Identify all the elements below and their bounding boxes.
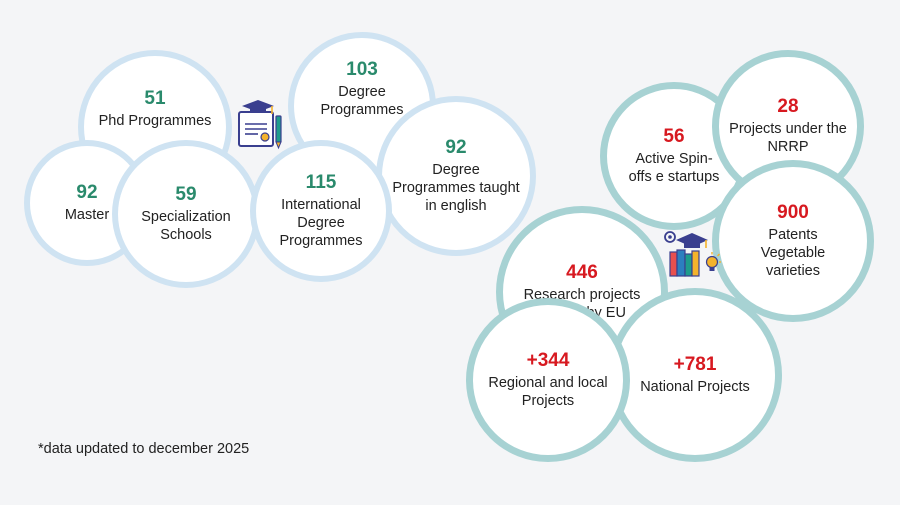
phd-programmes-value: 51 [144,88,166,109]
international-programmes-value: 115 [305,172,337,193]
specialization-schools-value: 59 [175,184,197,205]
international-programmes-label: International Degree Programmes [279,197,363,249]
nrrp-projects-value: 28 [777,96,799,117]
national-projects-bubble: +781 National Projects [608,288,782,462]
master-value: 92 [76,182,98,203]
english-programmes-label: Degree Programmes taught in english [392,162,520,214]
national-projects-label: National Projects [640,379,750,395]
degree-programmes-label: Degree Programmes [320,84,404,118]
english-programmes-bubble: 92 Degree Programmes taught in english [376,96,536,256]
regional-projects-value: +344 [526,350,570,371]
english-programmes-value: 92 [445,137,467,158]
phd-programmes-label: Phd Programmes [98,113,212,129]
patents-value: 900 [777,202,809,223]
spinoffs-label: Active Spin-offs e startups [628,151,720,185]
eu-projects-value: 446 [566,262,598,283]
international-programmes-bubble: 115 International Degree Programmes [250,140,392,282]
degree-programmes-value: 103 [346,59,378,80]
specialization-schools-label: Specialization Schools [141,209,231,243]
national-projects-value: +781 [673,354,717,375]
nrrp-projects-label: Projects under the NRRP [729,121,847,155]
patents-bubble: 900 Patents Vegetable varieties [712,160,874,322]
master-label: Master [64,207,110,223]
patents-label: Patents Vegetable varieties [760,227,826,279]
spinoffs-value: 56 [663,126,685,147]
specialization-schools-bubble: 59 Specialization Schools [112,140,260,288]
diploma-graduation-cap-icon [238,100,282,150]
books-graduation-cap-lightbulb-icon [664,231,721,277]
footnote: *data updated to december 2025 [38,441,250,457]
regional-projects-bubble: +344 Regional and local Projects [466,298,630,462]
regional-projects-label: Regional and local Projects [488,375,608,409]
